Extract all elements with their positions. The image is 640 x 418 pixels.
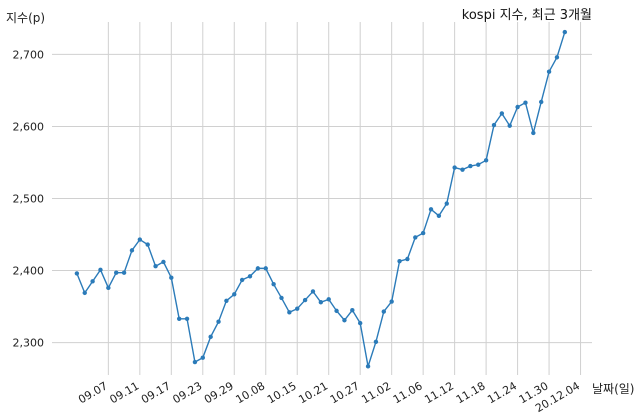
data-point — [491, 122, 497, 128]
x-tick-label: 10.15 — [265, 379, 299, 406]
data-point — [436, 213, 442, 218]
x-tick-label: 11.24 — [485, 379, 519, 406]
data-point — [546, 69, 552, 74]
data-point — [74, 271, 80, 276]
chart-title: kospi 지수, 최근 3개월 — [462, 8, 592, 23]
data-point — [224, 298, 229, 303]
data-point — [232, 292, 237, 297]
data-point — [554, 55, 560, 60]
data-point — [420, 230, 426, 236]
data-point — [90, 279, 95, 284]
data-point — [145, 242, 150, 247]
grid-lines — [52, 22, 592, 375]
data-point — [98, 267, 103, 273]
x-tick-label: 11.12 — [422, 379, 456, 406]
data-point — [357, 320, 363, 326]
data-point — [342, 318, 347, 323]
data-point — [507, 123, 512, 128]
data-point — [200, 355, 205, 360]
data-point — [562, 29, 568, 35]
x-axis-ticks: 09.0709.1109.1709.2309.2910.0810.1510.21… — [76, 379, 582, 415]
y-axis-ticks: 2,300 2,400 2,500 2,600 2,700 — [13, 48, 45, 349]
data-point — [499, 111, 505, 116]
data-point — [129, 248, 135, 253]
x-tick-label: 11.06 — [391, 379, 425, 406]
data-point — [468, 163, 473, 169]
y-tick-label: 2,300 — [13, 337, 45, 350]
data-point — [334, 308, 339, 314]
x-tick-label: 11.18 — [454, 379, 488, 406]
x-tick-label: 10.27 — [328, 379, 362, 406]
data-point — [247, 274, 253, 279]
data-point — [106, 285, 111, 291]
data-point — [192, 359, 198, 365]
data-point — [397, 258, 402, 264]
y-axis-label: 지수(p) — [6, 11, 45, 25]
data-point — [153, 264, 158, 269]
x-tick-label: 10.21 — [296, 379, 330, 406]
data-point — [365, 364, 371, 369]
data-point — [82, 290, 87, 296]
data-point — [389, 299, 394, 304]
x-tick-label: 09.11 — [108, 379, 142, 406]
data-point — [271, 282, 276, 287]
data-point — [444, 201, 449, 206]
x-tick-label: 09.07 — [76, 379, 110, 406]
data-point — [318, 300, 324, 305]
data-point — [350, 307, 355, 313]
x-tick-label: 11.02 — [359, 379, 393, 406]
data-point — [523, 100, 528, 105]
data-point — [114, 270, 119, 275]
x-tick-label: 09.17 — [139, 379, 173, 406]
data-point — [326, 297, 331, 302]
data-point — [531, 130, 536, 136]
y-tick-label: 2,700 — [13, 48, 45, 61]
y-tick-label: 2,500 — [13, 193, 45, 206]
data-point — [287, 310, 292, 315]
data-point — [413, 235, 418, 240]
data-point — [428, 207, 434, 212]
x-axis-label: 날짜(일) — [592, 382, 634, 396]
data-point — [310, 289, 316, 294]
series-line — [76, 31, 566, 367]
data-point — [539, 99, 544, 105]
x-tick-label: 09.23 — [171, 379, 205, 406]
data-point — [239, 277, 245, 283]
data-points — [74, 29, 568, 369]
data-point — [263, 266, 268, 271]
data-point — [483, 158, 489, 163]
x-tick-label: 09.29 — [202, 379, 236, 406]
y-tick-label: 2,400 — [13, 265, 45, 278]
y-tick-label: 2,600 — [13, 120, 45, 133]
x-tick-label: 10.08 — [233, 379, 267, 406]
data-point — [515, 104, 520, 110]
data-point — [161, 259, 166, 265]
data-point — [121, 270, 127, 275]
data-point — [295, 306, 300, 311]
data-point — [216, 319, 221, 324]
data-point — [302, 297, 308, 303]
data-point — [208, 334, 213, 340]
data-point — [169, 275, 174, 280]
data-point — [452, 165, 457, 170]
data-point — [137, 237, 143, 242]
data-point — [381, 309, 386, 314]
data-point — [373, 339, 379, 345]
data-point — [405, 256, 410, 262]
data-point — [184, 316, 190, 322]
data-point — [476, 162, 481, 167]
data-point — [255, 266, 261, 271]
data-point — [176, 316, 182, 322]
data-point — [460, 167, 465, 172]
data-point — [279, 295, 284, 301]
